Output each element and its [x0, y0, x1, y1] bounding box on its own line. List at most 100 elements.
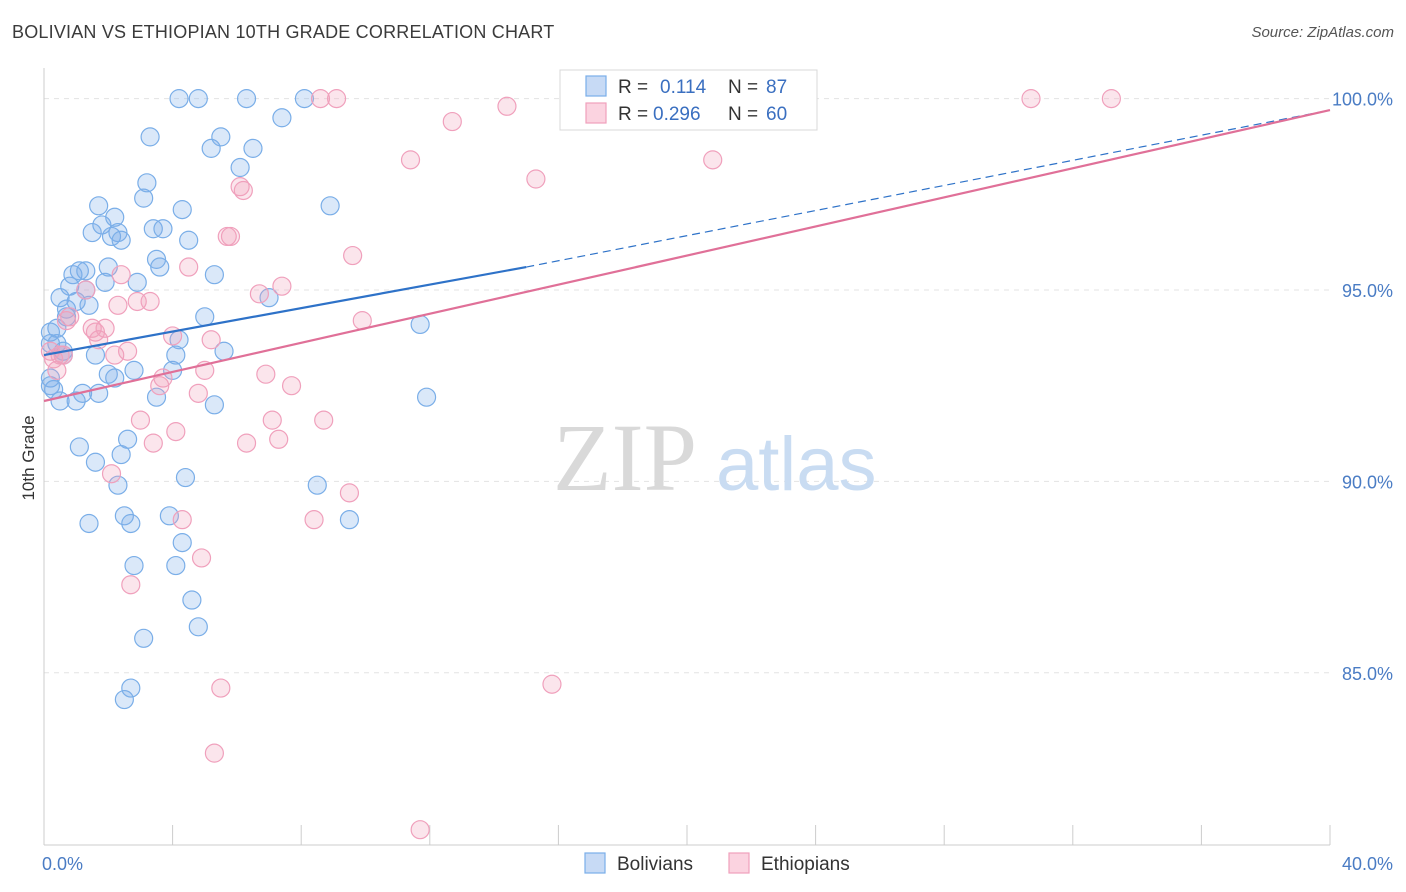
legend-n-label-ethiopians: N = [728, 104, 758, 125]
legend-n-value-ethiopians: 60 [766, 104, 787, 125]
point-ethiopians-28 [188, 383, 208, 403]
legend-r-value-ethiopians: 0.296 [653, 104, 701, 125]
series-legend-label-ethiopians: Ethiopians [761, 854, 850, 875]
point-ethiopians-7 [76, 280, 96, 300]
watermark-zip: ZIP [553, 404, 697, 511]
point-ethiopians-26 [172, 510, 192, 530]
point-ethiopians-42 [269, 429, 289, 449]
trend-line-ethiopians [43, 109, 1331, 403]
point-bolivians-38 [111, 230, 131, 250]
point-ethiopians-17 [121, 575, 141, 595]
point-ethiopians-27 [179, 257, 199, 277]
point-bolivians-49 [134, 628, 154, 648]
point-bolivians-42 [117, 429, 138, 449]
point-ethiopians-25 [166, 422, 186, 442]
point-bolivians-48 [134, 188, 154, 208]
point-bolivians-50 [137, 173, 157, 193]
point-ethiopians-59 [1021, 89, 1041, 109]
point-bolivians-53 [146, 387, 167, 407]
point-bolivians-22 [79, 295, 99, 315]
point-bolivians-77 [236, 89, 257, 109]
point-bolivians-65 [175, 467, 196, 488]
point-bolivians-30 [95, 272, 115, 292]
series-legend: Bolivians Ethiopians [584, 852, 850, 875]
legend-r-value-bolivians: 0.114 [660, 77, 707, 98]
legend-swatch-bolivians [585, 75, 607, 97]
point-bolivians-52 [143, 219, 163, 239]
point-ethiopians-46 [310, 89, 331, 109]
legend-n-value-bolivians: 87 [766, 77, 787, 98]
point-ethiopians-44 [281, 376, 302, 396]
point-bolivians-72 [204, 265, 224, 285]
point-ethiopians-40 [256, 364, 276, 384]
y-tick-label-0: 100.0% [1332, 90, 1393, 110]
point-bolivians-67 [182, 590, 202, 610]
point-bolivians-26 [85, 452, 106, 472]
point-ethiopians-48 [326, 89, 347, 109]
point-bolivians-55 [150, 257, 170, 277]
point-bolivians-73 [204, 395, 224, 415]
point-ethiopians-41 [262, 410, 282, 430]
legend-r-label-bolivians: R = [618, 77, 648, 98]
point-bolivians-41 [114, 689, 134, 710]
point-bolivians-70 [195, 307, 215, 327]
series-legend-swatch-ethiopians [728, 852, 750, 874]
point-ethiopians-43 [272, 276, 292, 296]
point-ethiopians-55 [497, 96, 517, 116]
point-bolivians-84 [339, 510, 360, 530]
point-bolivians-74 [211, 127, 231, 147]
point-ethiopians-29 [191, 548, 212, 568]
trend-lines [43, 109, 1331, 403]
point-ethiopians-35 [220, 226, 241, 247]
point-ethiopians-31 [201, 330, 221, 350]
point-bolivians-81 [294, 89, 315, 109]
axes [43, 68, 1331, 846]
point-ethiopians-47 [314, 410, 334, 430]
point-bolivians-24 [82, 222, 102, 243]
point-ethiopians-45 [304, 510, 324, 530]
point-bolivians-8 [50, 391, 70, 411]
point-ethiopians-33 [211, 678, 231, 698]
point-bolivians-18 [69, 437, 89, 457]
legend-r-label-ethiopians: R = [618, 104, 648, 125]
series-legend-swatch-bolivians [584, 852, 606, 874]
trend-line-extension-bolivians [526, 109, 1331, 268]
y-axis-title: 10th Grade [19, 415, 38, 500]
point-bolivians-46 [124, 360, 144, 380]
point-bolivians-34 [105, 207, 125, 227]
point-ethiopians-16 [117, 341, 138, 361]
point-bolivians-20 [76, 261, 96, 281]
point-bolivians-76 [230, 157, 250, 178]
point-ethiopians-14 [108, 295, 128, 315]
point-ethiopians-58 [703, 150, 723, 170]
source-credit: Source: ZipAtlas.com [1251, 24, 1394, 41]
point-ethiopians-6 [60, 307, 80, 327]
watermark: ZIP atlas [553, 404, 877, 511]
point-ethiopians-4 [53, 345, 73, 365]
point-bolivians-47 [127, 272, 147, 292]
watermark-atlas: atlas [716, 422, 877, 507]
point-ethiopians-49 [339, 483, 360, 503]
point-bolivians-43 [121, 513, 141, 534]
point-ethiopians-37 [233, 180, 253, 201]
point-ethiopians-50 [343, 245, 363, 266]
point-bolivians-37 [108, 475, 128, 495]
trend-line-bolivians [43, 265, 527, 357]
point-bolivians-2 [40, 368, 61, 388]
y-tick-labels: 100.0% 95.0% 90.0% 85.0% [1332, 90, 1393, 684]
point-bolivians-83 [320, 196, 340, 216]
data-points [40, 89, 1121, 840]
point-ethiopians-38 [236, 433, 257, 453]
stats-legend: R = 0.114 N = 87 R = 0.296 N = 60 [559, 69, 818, 131]
point-bolivians-80 [272, 108, 292, 128]
point-bolivians-51 [140, 127, 160, 147]
point-ethiopians-57 [542, 674, 562, 694]
point-bolivians-78 [243, 138, 263, 158]
point-ethiopians-15 [111, 265, 131, 285]
point-bolivians-35 [105, 368, 125, 388]
point-ethiopians-53 [410, 820, 430, 840]
legend-swatch-ethiopians [585, 102, 607, 124]
point-ethiopians-19 [130, 410, 151, 430]
point-bolivians-60 [166, 555, 186, 576]
point-bolivians-17 [69, 261, 89, 281]
